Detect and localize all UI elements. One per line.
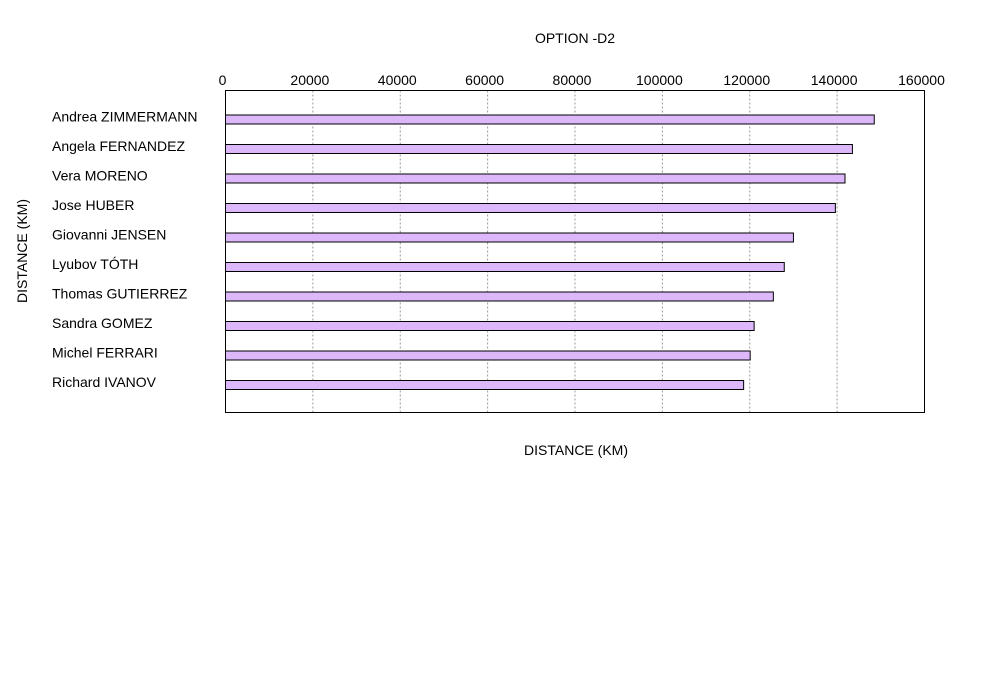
x-axis-label: DISTANCE (KM)	[524, 442, 628, 458]
x-tick-label: 100000	[636, 72, 683, 88]
category-label: Lyubov TÓTH	[52, 256, 138, 272]
bar	[225, 114, 875, 125]
x-tick-label: 0	[219, 72, 227, 88]
y-axis-label: DISTANCE (KM)	[14, 199, 30, 303]
category-label: Sandra GOMEZ	[52, 315, 153, 331]
bar	[225, 350, 751, 361]
category-label: Michel FERRARI	[52, 345, 158, 361]
category-label: Giovanni JENSEN	[52, 227, 166, 243]
x-tick-label: 60000	[465, 72, 504, 88]
bar	[225, 380, 745, 390]
bar	[225, 232, 794, 243]
x-tick-label: 80000	[553, 72, 592, 88]
x-tick-label: 120000	[723, 72, 770, 88]
bar	[225, 173, 846, 184]
bar	[225, 262, 785, 272]
bar	[225, 291, 774, 302]
category-label: Richard IVANOV	[52, 374, 157, 390]
x-tick-label: 20000	[290, 72, 329, 88]
x-tick-label: 160000	[898, 72, 945, 88]
category-label: Jose HUBER	[52, 197, 134, 213]
plot-area-border	[225, 90, 925, 413]
bar	[225, 321, 755, 331]
category-label: Thomas GUTIERREZ	[52, 286, 188, 302]
category-label: Andrea ZIMMERMANN	[52, 109, 197, 125]
category-label: Angela FERNANDEZ	[52, 138, 185, 154]
category-labels: Andrea ZIMMERMANN Angela FERNANDEZ Vera MO…	[52, 109, 197, 391]
gridlines	[312, 90, 838, 413]
bars	[225, 114, 875, 390]
x-axis-ticks: 0 20000 40000 60000 80000 100000 120000 140000 1…	[219, 72, 945, 88]
category-label: Vera MORENO	[52, 168, 148, 184]
x-tick-label: 40000	[378, 72, 417, 88]
chart-title: OPTION -D2	[535, 30, 615, 46]
bar	[225, 203, 836, 213]
x-tick-label: 140000	[811, 72, 858, 88]
bar	[225, 144, 853, 154]
